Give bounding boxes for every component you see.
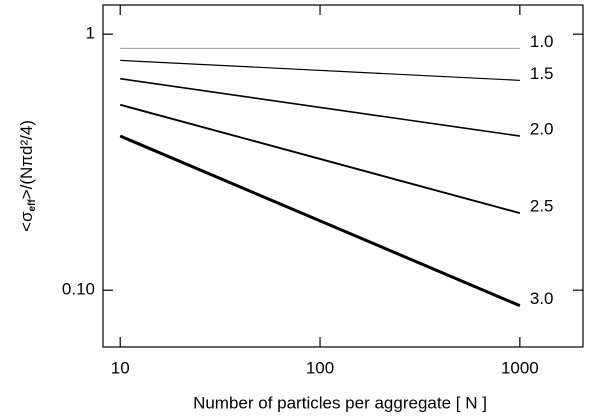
data-line	[120, 77, 520, 137]
x-axis-label: Number of particles per aggregate [ N ]	[193, 393, 487, 412]
line-label: 1.5	[530, 64, 554, 83]
y-axis-label: <σeff>/(Nπd²/4)	[17, 120, 37, 232]
y-tick-label: 0.10	[62, 280, 95, 299]
y-label-subscript: eff	[27, 199, 38, 212]
x-tick-label: 10	[111, 358, 130, 377]
x-tick-label: 100	[306, 358, 334, 377]
data-line	[119, 134, 521, 308]
y-label-part: <σ	[17, 211, 36, 232]
data-line	[119, 103, 521, 215]
line-label: 1.0	[530, 32, 554, 51]
y-label-part: >/(Nπd²/4)	[17, 120, 36, 199]
line-label: 3.0	[530, 289, 554, 308]
plot-frame	[102, 4, 584, 348]
x-tick-label: 1000	[501, 358, 539, 377]
data-line	[120, 59, 520, 81]
y-tick-label: 1	[86, 24, 95, 43]
line-label: 2.0	[530, 120, 554, 139]
line-label: 2.5	[530, 197, 554, 216]
